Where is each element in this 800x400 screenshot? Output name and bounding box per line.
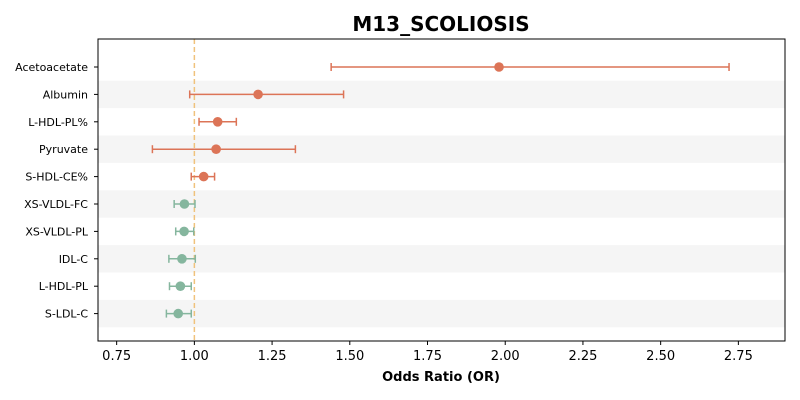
y-tick-label: XS-VLDL-PL	[25, 225, 89, 238]
row-l-hdl-pl	[168, 281, 193, 292]
row-bands	[98, 80, 785, 328]
y-tick-label: Acetoacetate	[15, 61, 88, 74]
row-l-hdl-pl-	[198, 117, 238, 127]
or-point	[179, 199, 190, 209]
or-point	[494, 62, 504, 72]
or-point	[211, 144, 221, 154]
y-tick-label: IDL-C	[59, 253, 89, 266]
x-tick-label: 1.50	[335, 349, 364, 364]
x-tick-label: 2.00	[491, 349, 520, 364]
x-tick-label: 1.25	[258, 349, 287, 364]
y-tick-label: Pyruvate	[39, 143, 88, 156]
row-s-ldl-c	[165, 308, 193, 319]
x-axis: 0.75 1.00 1.25 1.50 1.75 2.00 2.25 2.50 2.75	[102, 341, 753, 364]
row-acetoacetate	[330, 62, 730, 72]
row-xs-vldl-fc	[173, 199, 196, 209]
plot-frame	[97, 38, 786, 342]
y-tick-label: S-HDL-CE%	[25, 171, 88, 184]
row-band	[98, 190, 785, 218]
row-albumin	[188, 89, 345, 100]
x-tick-label: 0.75	[102, 349, 131, 364]
x-tick-label: 2.50	[646, 349, 675, 364]
y-tick-label: XS-VLDL-FC	[24, 198, 88, 211]
row-xs-vldl-pl	[174, 226, 195, 237]
or-point	[198, 171, 209, 182]
or-point	[177, 253, 187, 264]
row-band	[98, 299, 785, 328]
or-point	[212, 117, 223, 127]
x-tick-label: 1.75	[413, 349, 442, 364]
data-rows	[151, 62, 730, 319]
row-band	[98, 245, 785, 273]
y-tick-label: S-LDL-C	[45, 308, 88, 321]
or-point	[179, 226, 189, 237]
x-tick-label: 2.75	[724, 349, 753, 364]
row-s-hdl-ce-	[190, 171, 216, 182]
y-tick-label: L-HDL-PL	[39, 280, 89, 293]
x-axis-label: Odds Ratio (OR)	[382, 370, 500, 385]
y-axis: Acetoacetate Albumin L-HDL-PL% Pyruvate S-HD…	[15, 61, 98, 321]
y-tick-label: Albumin	[43, 88, 88, 101]
row-pyruvate	[151, 144, 297, 154]
or-point	[175, 281, 186, 292]
or-point	[253, 89, 263, 100]
row-idl-c	[168, 253, 197, 264]
chart-title: M13_SCOLIOSIS	[352, 12, 529, 36]
x-tick-label: 2.25	[568, 349, 597, 364]
x-tick-label: 1.00	[180, 349, 209, 364]
y-tick-label: L-HDL-PL%	[28, 116, 88, 129]
or-point	[173, 308, 184, 319]
